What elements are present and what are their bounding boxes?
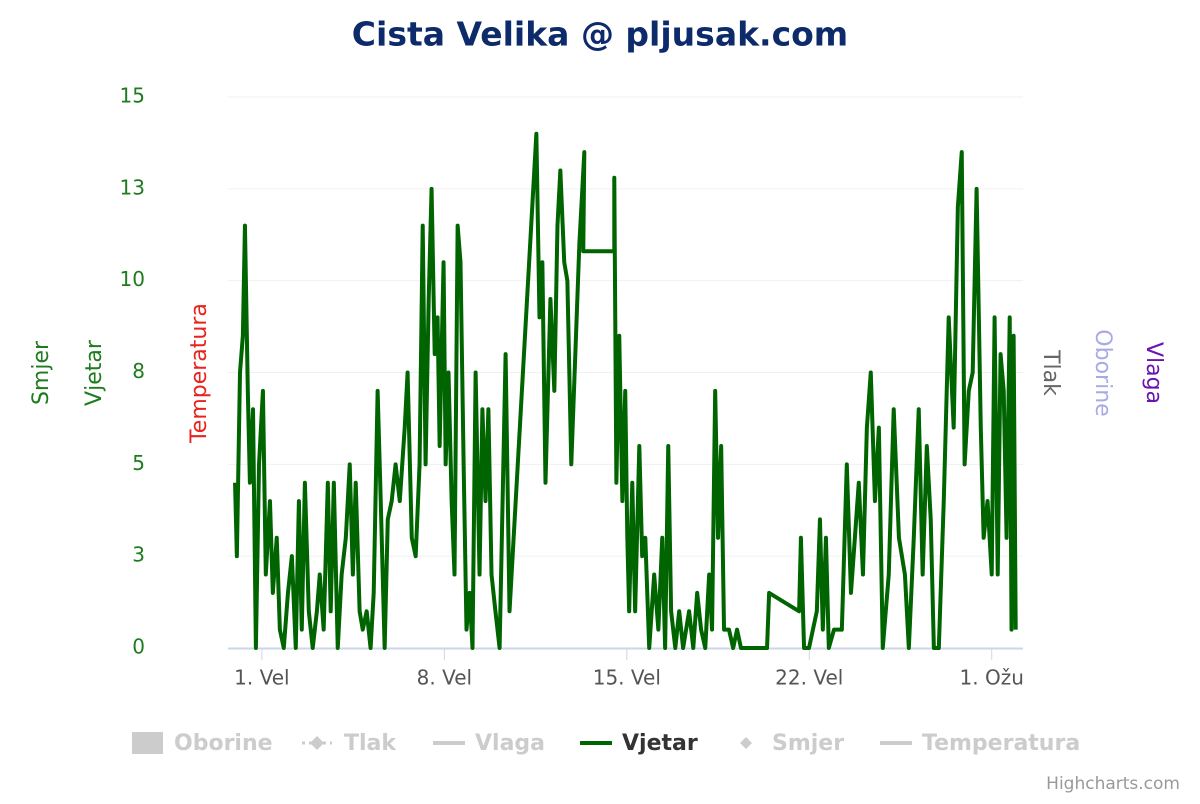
y-tick-label: 10 <box>120 267 145 291</box>
y-tick-label: 15 <box>120 84 145 108</box>
axis-title: Vlaga <box>1141 342 1166 404</box>
axis-title: Smjer <box>29 340 54 405</box>
axis-title: Oborine <box>1090 329 1115 416</box>
legend-symbol <box>132 732 163 754</box>
x-tick-label: 1. Ožu <box>960 666 1024 690</box>
legend-item[interactable]: Vlaga <box>475 731 545 756</box>
legend-item[interactable]: Temperatura <box>922 731 1080 756</box>
y-tick-label: 13 <box>120 175 145 199</box>
legend-item[interactable]: Smjer <box>772 731 844 756</box>
legend-item[interactable]: Tlak <box>344 731 397 756</box>
credits[interactable]: Highcharts.com <box>1046 774 1180 794</box>
x-tick-label: 1. Vel <box>234 666 289 690</box>
x-tick-label: 8. Vel <box>417 666 472 690</box>
legend-symbol <box>740 737 752 749</box>
x-tick-label: 22. Vel <box>775 666 843 690</box>
axis-title: Temperatura <box>187 303 212 444</box>
series-line <box>233 131 1018 650</box>
axis-title: Vjetar <box>82 339 107 406</box>
x-tick-label: 15. Vel <box>593 666 661 690</box>
y-tick-label: 3 <box>132 543 145 567</box>
y-tick-label: 5 <box>132 451 145 475</box>
chart-title: Cista Velika @ pljusak.com <box>352 15 848 54</box>
axis-title: Tlak <box>1038 349 1063 396</box>
legend-symbol <box>310 736 324 750</box>
y-tick-label: 8 <box>132 359 145 383</box>
legend-item[interactable]: Oborine <box>174 731 273 756</box>
y-tick-label: 0 <box>132 635 145 659</box>
legend-item[interactable]: Vjetar <box>622 731 698 756</box>
